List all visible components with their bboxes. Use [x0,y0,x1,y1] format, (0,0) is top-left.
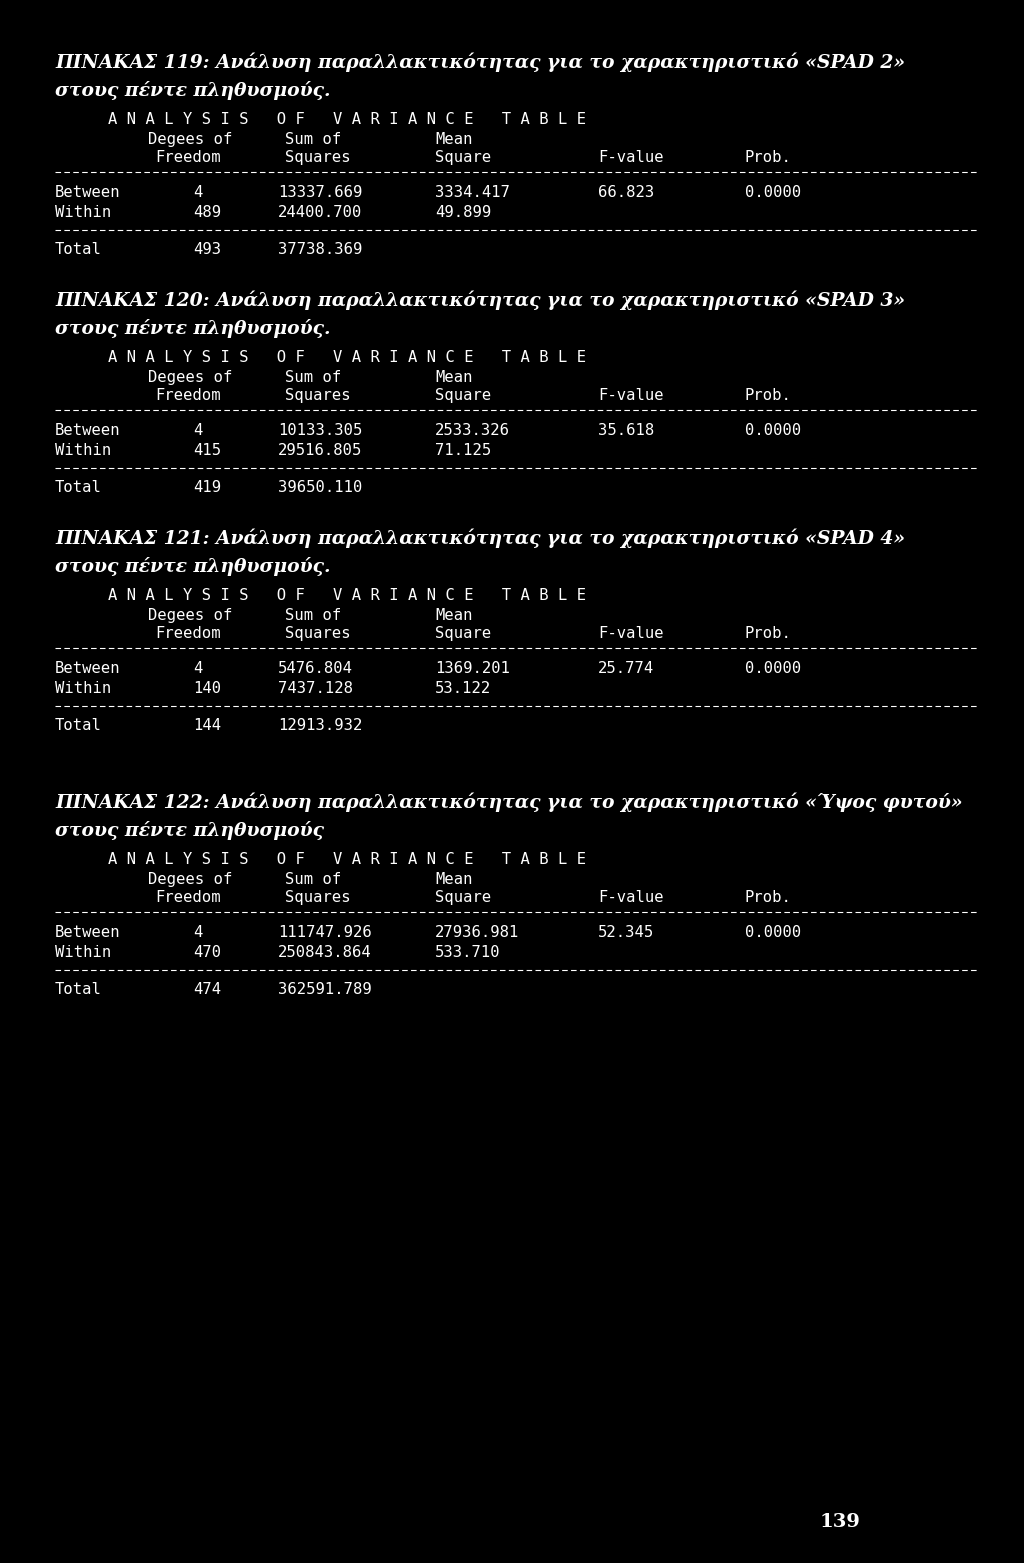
Text: Total: Total [55,242,101,256]
Text: 2533.326: 2533.326 [435,424,510,438]
Text: Total: Total [55,717,101,733]
Text: 144: 144 [193,717,221,733]
Text: A N A L Y S I S   O F   V A R I A N C E   T A B L E: A N A L Y S I S O F V A R I A N C E T A … [108,852,586,867]
Text: 489: 489 [193,205,221,220]
Text: 4: 4 [193,184,203,200]
Text: Freedom: Freedom [155,627,220,641]
Text: στους πέντε πληθυσμούς: στους πέντε πληθυσμούς [55,821,324,839]
Text: 111747.926: 111747.926 [278,925,372,939]
Text: 71.125: 71.125 [435,442,492,458]
Text: F-value: F-value [598,388,664,403]
Text: 140: 140 [193,681,221,696]
Text: Between: Between [55,424,121,438]
Text: 4: 4 [193,925,203,939]
Text: Sum of: Sum of [285,872,341,886]
Text: 53.122: 53.122 [435,681,492,696]
Text: 419: 419 [193,480,221,495]
Text: στους πέντε πληθυσμούς.: στους πέντε πληθυσμούς. [55,81,331,100]
Text: 49.899: 49.899 [435,205,492,220]
Text: 25.774: 25.774 [598,661,654,677]
Text: Squares: Squares [285,627,350,641]
Text: Freedom: Freedom [155,388,220,403]
Text: Total: Total [55,982,101,997]
Text: 39650.110: 39650.110 [278,480,362,495]
Text: 1369.201: 1369.201 [435,661,510,677]
Text: A N A L Y S I S   O F   V A R I A N C E   T A B L E: A N A L Y S I S O F V A R I A N C E T A … [108,588,586,603]
Text: 7437.128: 7437.128 [278,681,353,696]
Text: 10133.305: 10133.305 [278,424,362,438]
Text: Freedom: Freedom [155,150,220,166]
Text: Degees of: Degees of [148,608,232,624]
Text: ΠΙΝΑΚΑΣ 122: Ανάλυση παραλλακτικότητας για το χαρακτηριστικό «Ύψος φυτού»: ΠΙΝΑΚΑΣ 122: Ανάλυση παραλλακτικότητας γ… [55,792,963,813]
Text: 362591.789: 362591.789 [278,982,372,997]
Text: 3334.417: 3334.417 [435,184,510,200]
Text: Within: Within [55,681,112,696]
Text: ΠΙΝΑΚΑΣ 120: Ανάλυση παραλλακτικότητας για το χαρακτηριστικό «SPAD 3»: ΠΙΝΑΚΑΣ 120: Ανάλυση παραλλακτικότητας γ… [55,291,905,309]
Text: 13337.669: 13337.669 [278,184,362,200]
Text: Within: Within [55,946,112,960]
Text: 470: 470 [193,946,221,960]
Text: Prob.: Prob. [745,627,792,641]
Text: 24400.700: 24400.700 [278,205,362,220]
Text: Within: Within [55,205,112,220]
Text: Squares: Squares [285,388,350,403]
Text: F-value: F-value [598,889,664,905]
Text: 37738.369: 37738.369 [278,242,362,256]
Text: Sum of: Sum of [285,131,341,147]
Text: Between: Between [55,661,121,677]
Text: Sum of: Sum of [285,608,341,624]
Text: 5476.804: 5476.804 [278,661,353,677]
Text: Degees of: Degees of [148,370,232,384]
Text: Between: Between [55,925,121,939]
Text: 35.618: 35.618 [598,424,654,438]
Text: Mean: Mean [435,608,472,624]
Text: Within: Within [55,442,112,458]
Text: 4: 4 [193,424,203,438]
Text: 52.345: 52.345 [598,925,654,939]
Text: Squares: Squares [285,889,350,905]
Text: 4: 4 [193,661,203,677]
Text: 27936.981: 27936.981 [435,925,519,939]
Text: F-value: F-value [598,150,664,166]
Text: Square: Square [435,889,492,905]
Text: A N A L Y S I S   O F   V A R I A N C E   T A B L E: A N A L Y S I S O F V A R I A N C E T A … [108,350,586,366]
Text: 493: 493 [193,242,221,256]
Text: 139: 139 [820,1513,861,1532]
Text: Degees of: Degees of [148,872,232,886]
Text: Squares: Squares [285,150,350,166]
Text: στους πέντε πληθυσμούς.: στους πέντε πληθυσμούς. [55,556,331,577]
Text: Prob.: Prob. [745,388,792,403]
Text: ΠΙΝΑΚΑΣ 119: Ανάλυση παραλλακτικότητας για το χαρακτηριστικό «SPAD 2»: ΠΙΝΑΚΑΣ 119: Ανάλυση παραλλακτικότητας γ… [55,53,905,72]
Text: A N A L Y S I S   O F   V A R I A N C E   T A B L E: A N A L Y S I S O F V A R I A N C E T A … [108,113,586,127]
Text: Prob.: Prob. [745,889,792,905]
Text: F-value: F-value [598,627,664,641]
Text: Freedom: Freedom [155,889,220,905]
Text: 12913.932: 12913.932 [278,717,362,733]
Text: 0.0000: 0.0000 [745,925,801,939]
Text: Square: Square [435,627,492,641]
Text: Mean: Mean [435,872,472,886]
Text: Total: Total [55,480,101,495]
Text: 0.0000: 0.0000 [745,661,801,677]
Text: Mean: Mean [435,370,472,384]
Text: 250843.864: 250843.864 [278,946,372,960]
Text: στους πέντε πληθυσμούς.: στους πέντε πληθυσμούς. [55,319,331,338]
Text: Prob.: Prob. [745,150,792,166]
Text: Between: Between [55,184,121,200]
Text: 29516.805: 29516.805 [278,442,362,458]
Text: 474: 474 [193,982,221,997]
Text: Square: Square [435,150,492,166]
Text: Mean: Mean [435,131,472,147]
Text: 533.710: 533.710 [435,946,501,960]
Text: Square: Square [435,388,492,403]
Text: Degees of: Degees of [148,131,232,147]
Text: 0.0000: 0.0000 [745,184,801,200]
Text: 0.0000: 0.0000 [745,424,801,438]
Text: ΠΙΝΑΚΑΣ 121: Ανάλυση παραλλακτικότητας για το χαρακτηριστικό «SPAD 4»: ΠΙΝΑΚΑΣ 121: Ανάλυση παραλλακτικότητας γ… [55,528,905,549]
Text: Sum of: Sum of [285,370,341,384]
Text: 415: 415 [193,442,221,458]
Text: 66.823: 66.823 [598,184,654,200]
